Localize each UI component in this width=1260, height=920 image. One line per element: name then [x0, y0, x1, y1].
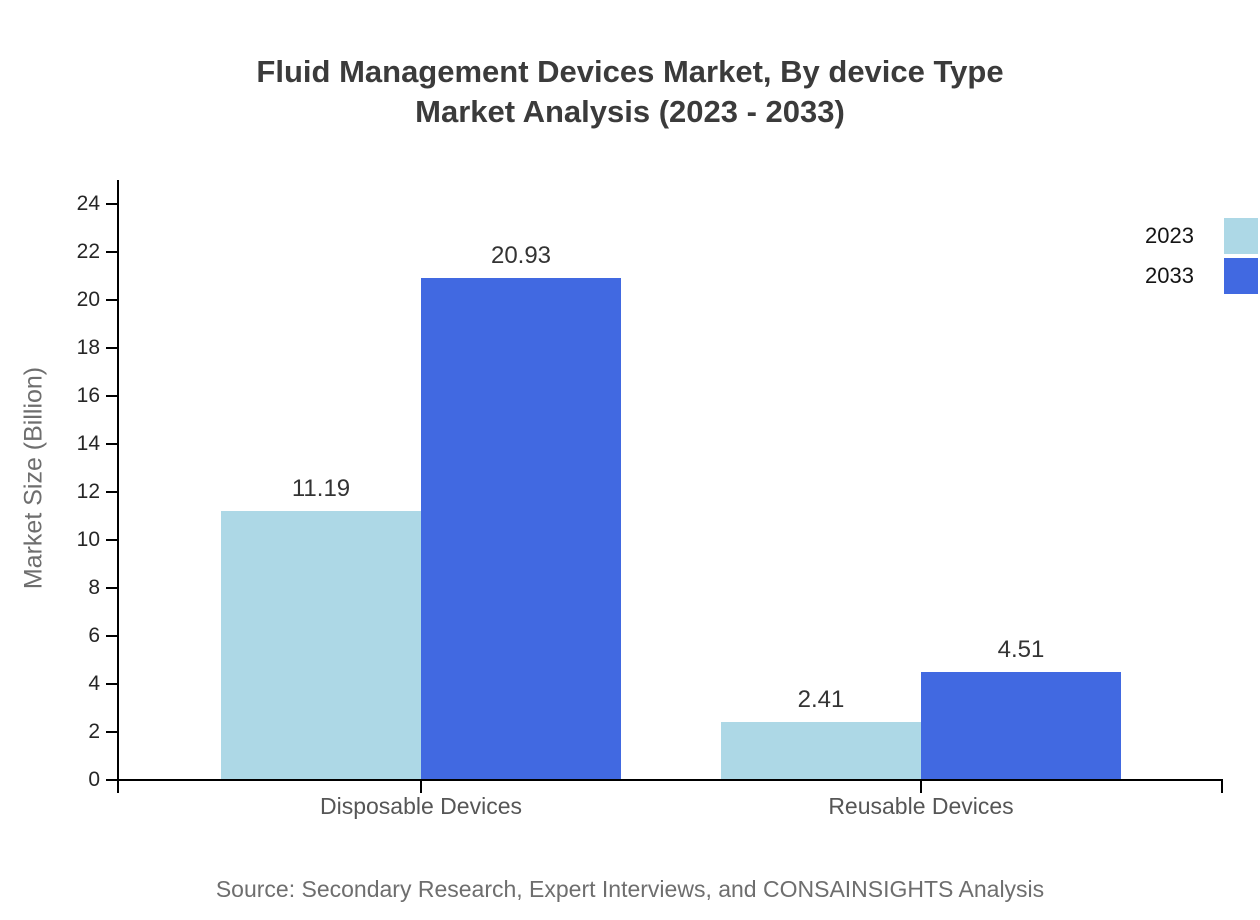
- chart-title-line2: Market Analysis (2023 - 2033): [415, 94, 845, 129]
- y-tick-label: 16: [76, 384, 100, 407]
- bar-2033-disposable-devices: [421, 278, 621, 780]
- y-tick-label: 0: [88, 768, 100, 791]
- y-tick-label: 6: [88, 624, 100, 647]
- y-tick: [106, 203, 117, 205]
- y-tick-label: 18: [76, 336, 100, 359]
- value-label-2023-disposable-devices: 11.19: [291, 475, 351, 502]
- value-label-2023-reusable-devices: 2.41: [797, 686, 845, 713]
- y-tick: [106, 539, 117, 541]
- y-tick: [106, 395, 117, 397]
- legend-label-2033: 2033: [1145, 263, 1194, 288]
- y-tick: [106, 635, 117, 637]
- y-tick-label: 2: [88, 720, 100, 743]
- y-tick: [106, 731, 117, 733]
- y-tick: [106, 683, 117, 685]
- y-tick: [106, 587, 117, 589]
- legend: 2023 2033: [1145, 218, 1258, 298]
- chart-title-line1: Fluid Management Devices Market, By devi…: [256, 54, 1004, 89]
- category-label-disposable-devices: Disposable Devices: [320, 793, 522, 819]
- y-tick-label: 20: [76, 288, 100, 311]
- category-label-reusable-devices: Reusable Devices: [828, 793, 1014, 819]
- bar-2033-reusable-devices: [921, 672, 1121, 780]
- x-tick-disposable-devices: [420, 779, 422, 793]
- bar-2023-reusable-devices: [721, 722, 921, 780]
- y-tick: [106, 443, 117, 445]
- y-tick: [106, 347, 117, 349]
- y-axis-spine: [117, 180, 119, 793]
- y-tick-label: 10: [76, 528, 100, 551]
- y-tick-label: 22: [76, 240, 100, 263]
- chart-title: Fluid Management Devices Market, By devi…: [0, 52, 1260, 132]
- legend-swatch-2023: [1224, 218, 1258, 254]
- y-tick-label: 24: [76, 192, 100, 215]
- x-axis-line: [117, 779, 1223, 781]
- x-axis-end-tick: [1221, 779, 1223, 793]
- y-tick-label: 14: [76, 432, 100, 455]
- y-tick-label: 8: [88, 576, 100, 599]
- legend-swatch-2033: [1224, 258, 1258, 294]
- y-tick: [106, 299, 117, 301]
- y-axis-title: Market Size (Billion): [19, 366, 48, 590]
- y-tick-label: 12: [76, 480, 100, 503]
- y-tick: [106, 779, 117, 781]
- legend-item-2023: 2023: [1145, 218, 1258, 254]
- y-tick: [106, 251, 117, 253]
- value-label-2033-reusable-devices: 4.51: [997, 636, 1045, 663]
- y-tick: [106, 491, 117, 493]
- bar-2023-disposable-devices: [221, 511, 421, 780]
- value-label-2033-disposable-devices: 20.93: [490, 242, 552, 269]
- x-tick-reusable-devices: [920, 779, 922, 793]
- legend-item-2033: 2033: [1145, 258, 1258, 294]
- source-note: Source: Secondary Research, Expert Inter…: [215, 876, 1045, 902]
- y-tick-label: 4: [88, 672, 100, 695]
- legend-label-2023: 2023: [1145, 223, 1194, 248]
